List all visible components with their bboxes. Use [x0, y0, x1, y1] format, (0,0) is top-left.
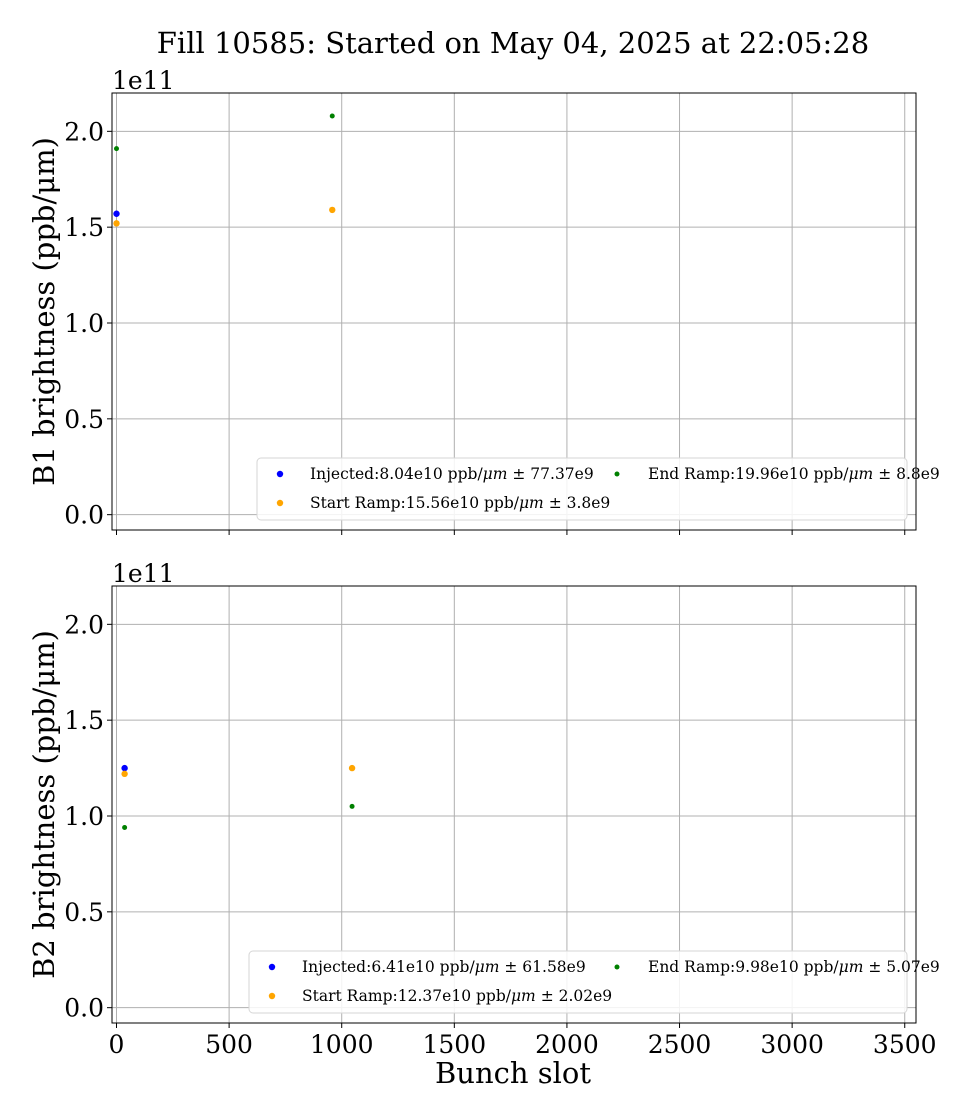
chart-panel-2: 0 500 1000 1500 2000 2500 3000 3500 0.0 0.5 1.0 1.5…: [27, 559, 940, 1090]
legend-box: [256, 457, 908, 521]
x-tick-label: 0: [109, 1030, 125, 1059]
figure-title: Fill 10585: Started on May 04, 2025 at 2…: [157, 26, 869, 60]
legend-series-value: 19.96e10: [735, 465, 808, 483]
legend: Injected:6.41e10 ppb/μm ± 61.58e9 Start R…: [248, 950, 940, 1014]
legend-marker: [614, 964, 620, 970]
y-tick-label: 1.5: [64, 706, 104, 735]
data-point-end-ramp: [349, 803, 355, 809]
y-tick-label: 1.5: [64, 213, 104, 242]
x-tick-label: 2500: [648, 1030, 712, 1059]
y-tick-label: 1.0: [64, 802, 104, 831]
data-point-end-ramp: [329, 113, 335, 119]
x-tick-label: 3500: [873, 1030, 937, 1059]
data-point-start-ramp: [348, 764, 356, 772]
legend: Injected:8.04e10 ppb/μm ± 77.37e9 Start R…: [256, 457, 940, 521]
y-offset-label: 1e11: [112, 66, 175, 95]
legend-series-name: End Ramp: [648, 465, 730, 483]
legend-series-value: 15.56e10: [406, 494, 479, 512]
legend-entry: End Ramp:19.96e10 ppb/μm ± 8.8e9: [648, 465, 940, 483]
x-tick-label: 2000: [535, 1030, 599, 1059]
legend-marker: [276, 499, 284, 507]
legend-series-name: Start Ramp: [302, 987, 393, 1005]
legend-series-std: 5.07e9: [886, 958, 940, 976]
y-tick-label: 0.0: [64, 994, 104, 1023]
y-tick-label: 1.0: [64, 309, 104, 338]
y-tick-label: 2.0: [64, 610, 104, 639]
x-tick-label: 3000: [760, 1030, 824, 1059]
legend-series-value: 6.41e10: [371, 958, 434, 976]
legend-entry: Injected:8.04e10 ppb/μm ± 77.37e9: [310, 465, 594, 483]
x-tick-label: 500: [205, 1030, 253, 1059]
y-tick-label: 2.0: [64, 117, 104, 146]
data-point-injected: [121, 764, 128, 772]
axes-frame: [111, 92, 917, 531]
legend-series-name: Injected: [310, 465, 374, 483]
data-point-injected: [113, 210, 120, 217]
legend-series-value: 12.37e10: [398, 987, 471, 1005]
legend-entry: Start Ramp:15.56e10 ppb/μm ± 3.8e9: [310, 494, 610, 512]
legend-series-std: 77.37e9: [530, 465, 593, 483]
legend-entry: Start Ramp:12.37e10 ppb/μm ± 2.02e9: [302, 987, 612, 1005]
legend-box: [248, 950, 908, 1014]
x-tick-label: 1000: [310, 1030, 374, 1059]
legend-series-value: 8.04e10: [379, 465, 442, 483]
y-axis-label: B2 brightness (ppb/μm): [27, 630, 61, 979]
legend-marker: [268, 992, 276, 1000]
chart-panel-1: 0.0 0.5 1.0 1.5 2.0 1e11 B1 brightness (ppb/μm…: [27, 66, 940, 535]
legend-series-std: 2.02e9: [559, 987, 613, 1005]
y-tick-label: 0.5: [64, 898, 104, 927]
legend-entry: End Ramp:9.98e10 ppb/μm ± 5.07e9: [648, 958, 940, 976]
legend-marker: [614, 471, 620, 477]
data-point-start-ramp: [329, 206, 336, 214]
legend-series-std: 8.8e9: [896, 465, 940, 483]
y-axis-label: B1 brightness (ppb/μm): [27, 137, 61, 486]
legend-series-value: 9.98e10: [735, 958, 798, 976]
legend-entry: Injected:6.41e10 ppb/μm ± 61.58e9: [302, 958, 586, 976]
y-offset-label: 1e11: [112, 559, 175, 588]
data-point-end-ramp: [122, 825, 128, 830]
legend-marker: [276, 470, 284, 478]
legend-series-std: 3.8e9: [567, 494, 611, 512]
legend-series-name: End Ramp: [648, 958, 730, 976]
x-tick-label: 1500: [423, 1030, 487, 1059]
x-axis-label: Bunch slot: [435, 1056, 591, 1090]
y-tick-label: 0.0: [64, 501, 104, 530]
data-point-end-ramp: [114, 146, 120, 152]
legend-series-name: Injected: [302, 958, 366, 976]
data-point-start-ramp: [113, 220, 120, 227]
axes-frame: [111, 585, 917, 1024]
y-tick-label: 0.5: [64, 405, 104, 434]
legend-series-name: Start Ramp: [310, 494, 401, 512]
legend-series-std: 61.58e9: [522, 958, 585, 976]
legend-marker: [268, 963, 276, 971]
data-point-start-ramp: [121, 770, 128, 778]
